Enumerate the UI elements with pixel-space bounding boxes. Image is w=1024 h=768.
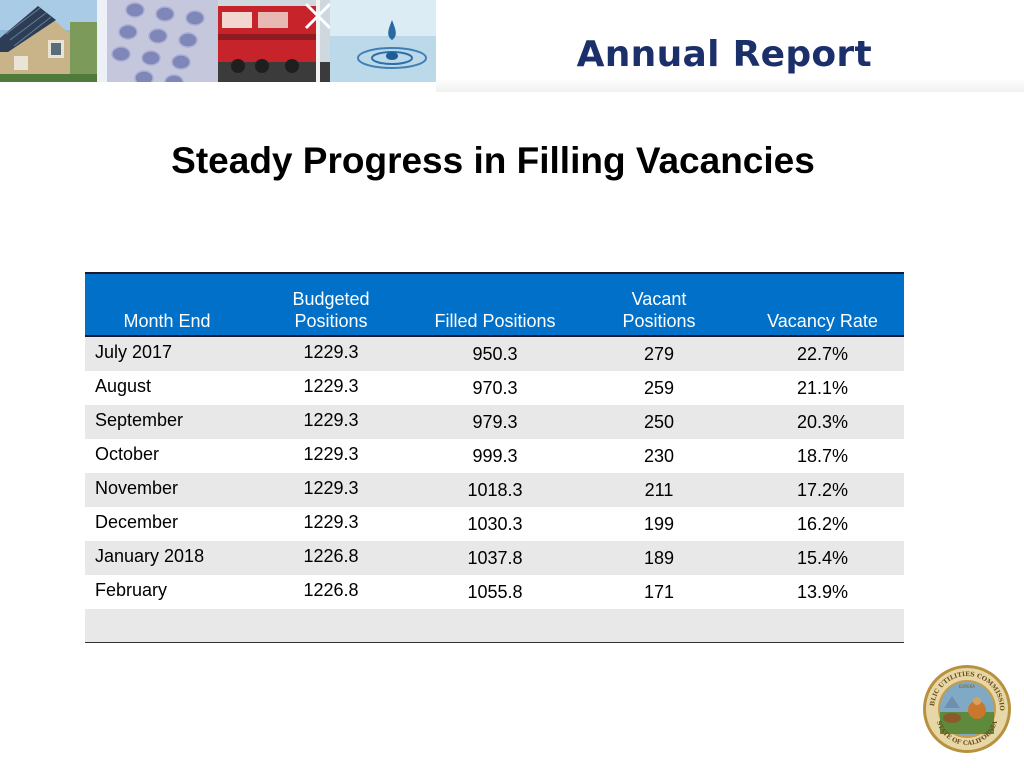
cell-budgeted: 1226.8 <box>249 541 413 575</box>
cell-budgeted: 1226.8 <box>249 575 413 609</box>
phone-keypad-image <box>97 0 218 82</box>
cell-budgeted: 1229.3 <box>249 507 413 541</box>
cell-rate: 17.2% <box>741 473 904 507</box>
cell-budgeted: 1229.3 <box>249 405 413 439</box>
cell-filled: 1018.3 <box>413 473 577 507</box>
table-row: October 1229.3 999.3 230 18.7% <box>85 439 904 473</box>
cell-month: November <box>85 473 249 507</box>
svg-text:EUREKA: EUREKA <box>959 684 975 689</box>
cell-month: January 2018 <box>85 541 249 575</box>
house-solar-image <box>0 0 97 82</box>
report-title: Annual Report <box>576 34 872 75</box>
cell-filled: 999.3 <box>413 439 577 473</box>
cell-month: July 2017 <box>85 336 249 371</box>
cell-filled: 1030.3 <box>413 507 577 541</box>
cell-budgeted: 1229.3 <box>249 336 413 371</box>
cell-vacant: 259 <box>577 371 741 405</box>
col-header-vacant: Vacant Positions <box>577 272 741 337</box>
table-empty-row <box>85 609 904 643</box>
cell-vacant: 171 <box>577 575 741 609</box>
cell-empty <box>249 609 413 643</box>
cell-rate: 22.7% <box>741 336 904 371</box>
col-header-vacant-line1: Vacant <box>631 289 687 309</box>
table-row: September 1229.3 979.3 250 20.3% <box>85 405 904 439</box>
table-row: December 1229.3 1030.3 199 16.2% <box>85 507 904 541</box>
header-banner <box>0 0 436 82</box>
table-row: November 1229.3 1018.3 211 17.2% <box>85 473 904 507</box>
cell-vacant: 211 <box>577 473 741 507</box>
cell-empty <box>741 609 904 643</box>
vacancies-table: Month End Budgeted Positions Filled Posi… <box>85 272 904 643</box>
col-header-rate: Vacancy Rate <box>741 272 904 337</box>
col-header-filled-label: Filled Positions <box>434 311 556 331</box>
cell-budgeted: 1229.3 <box>249 439 413 473</box>
table-row: August 1229.3 970.3 259 21.1% <box>85 371 904 405</box>
col-header-budgeted-line2: Positions <box>294 311 368 331</box>
cell-rate: 20.3% <box>741 405 904 439</box>
cell-rate: 16.2% <box>741 507 904 541</box>
col-header-budgeted: Budgeted Positions <box>249 272 413 337</box>
cell-filled: 1037.8 <box>413 541 577 575</box>
cell-month: October <box>85 439 249 473</box>
table-header-row: Month End Budgeted Positions Filled Posi… <box>85 272 904 337</box>
cell-month: August <box>85 371 249 405</box>
table-row: July 2017 1229.3 950.3 279 22.7% <box>85 336 904 371</box>
cell-month: September <box>85 405 249 439</box>
cell-empty <box>85 609 249 643</box>
col-header-rate-label: Vacancy Rate <box>767 311 878 331</box>
cell-vacant: 199 <box>577 507 741 541</box>
cell-month: December <box>85 507 249 541</box>
cell-empty <box>577 609 741 643</box>
header-banner-fade <box>436 0 1024 92</box>
cell-rate: 15.4% <box>741 541 904 575</box>
cell-filled: 950.3 <box>413 336 577 371</box>
slide-title: Steady Progress in Filling Vacancies <box>171 140 815 181</box>
cell-vacant: 250 <box>577 405 741 439</box>
cell-rate: 13.9% <box>741 575 904 609</box>
cell-budgeted: 1229.3 <box>249 371 413 405</box>
col-header-month: Month End <box>85 272 249 337</box>
train-image <box>218 0 332 82</box>
cell-month: February <box>85 575 249 609</box>
col-header-month-label: Month End <box>123 311 211 331</box>
col-header-filled: Filled Positions <box>413 272 577 337</box>
water-drop-image <box>330 0 436 82</box>
cell-vacant: 189 <box>577 541 741 575</box>
cell-filled: 979.3 <box>413 405 577 439</box>
cell-filled: 1055.8 <box>413 575 577 609</box>
cell-vacant: 230 <box>577 439 741 473</box>
col-header-budgeted-line1: Budgeted <box>292 289 370 309</box>
cell-filled: 970.3 <box>413 371 577 405</box>
cell-empty <box>413 609 577 643</box>
table-row: February 1226.8 1055.8 171 13.9% <box>85 575 904 609</box>
col-header-vacant-line2: Positions <box>622 311 696 331</box>
cell-rate: 18.7% <box>741 439 904 473</box>
cell-budgeted: 1229.3 <box>249 473 413 507</box>
cell-vacant: 279 <box>577 336 741 371</box>
state-seal-image: EUREKA PUBLIC UTILITIES COMMISSION STATE… <box>922 664 1012 754</box>
cell-rate: 21.1% <box>741 371 904 405</box>
table-row: January 2018 1226.8 1037.8 189 15.4% <box>85 541 904 575</box>
